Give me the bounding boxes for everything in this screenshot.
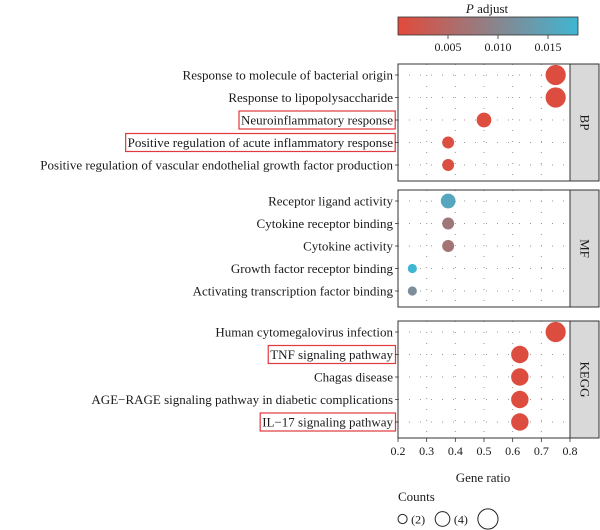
data-point [442,217,455,230]
panel-mf: Receptor ligand activity Cytokine recepto… [193,189,600,308]
data-point [476,112,492,128]
term-label: Cytokine receptor binding [257,216,394,231]
term-label: Response to molecule of bacterial origin [183,68,394,83]
data-point [442,136,455,149]
x-axis-title: Gene ratio [456,470,511,485]
color-legend-ticks: 0.005 0.010 0.015 [435,35,562,54]
term-label: Cytokine activity [303,239,393,254]
term-label: Activating transcription factor binding [193,284,394,299]
term-label: Neuroinflammatory response [241,113,393,128]
term-label: Chagas disease [314,370,393,385]
size-legend-entries: (2) (4) [397,508,499,530]
panel-grid [397,321,571,438]
term-label: IL−17 signaling pathway [262,415,393,430]
data-point [442,240,455,252]
x-tick-label: 0.4 [448,444,463,458]
x-tick-label: 0.5 [477,444,492,458]
x-axis: 0.2 0.3 0.4 0.5 0.6 0.7 0.8 [391,438,578,458]
color-legend-tick-label: 0.015 [535,40,562,54]
data-point [407,286,417,296]
panel-background [398,321,570,438]
data-point [545,321,566,343]
panel-grid [397,190,571,307]
data-point [545,87,566,108]
color-legend-title: P adjust [465,1,509,16]
data-point [511,390,529,409]
term-label: Receptor ligand activity [268,194,393,209]
data-point [511,413,529,431]
data-point [511,368,529,386]
facet-strip-label: MF [578,239,593,258]
x-tick-label: 0.8 [563,444,578,458]
data-point [511,345,529,364]
color-legend-bar [397,16,579,36]
facet-strip-label: BP [578,115,593,131]
x-tick-label: 0.2 [391,444,406,458]
facet-strip-label: KEGG [578,361,593,397]
panel-kegg: Human cytomegalovirus infection TNF signa… [91,320,600,439]
term-label: Positive regulation of acute inflammator… [128,135,394,150]
data-point [407,263,417,274]
term-label: Human cytomegalovirus infection [215,325,393,340]
color-legend: P adjust 0.005 0.010 0.015 [397,1,579,54]
color-legend-title-italic: P [465,1,474,16]
term-label: Response to lipopolysaccharide [228,90,393,105]
color-legend-tick-label: 0.010 [485,40,512,54]
data-point [440,193,456,209]
size-legend-circle [397,513,408,525]
facet-strip [569,189,600,308]
color-legend-tick-label: 0.005 [435,40,462,54]
facet-strip [569,63,600,182]
x-tick-label: 0.7 [534,444,549,458]
x-tick-label: 0.3 [419,444,434,458]
size-legend: Counts (2) (4) [397,489,499,530]
data-point [442,159,455,171]
color-legend-title-rest: adjust [474,1,509,16]
panel-background [398,190,570,307]
data-point [545,64,566,86]
panel-grid [397,64,571,181]
size-legend-label: (2) [411,513,425,527]
term-label: Growth factor receptor binding [231,261,394,276]
facet-strip [569,320,600,439]
term-label: TNF signaling pathway [270,347,393,362]
panel-bp: Response to molecule of bacterial origin… [40,63,600,182]
size-legend-circle [434,511,451,527]
size-legend-label: (4) [454,513,468,527]
x-tick-label: 0.6 [505,444,520,458]
facet-panels: Response to molecule of bacterial origin… [40,63,600,439]
size-legend-title: Counts [398,489,435,504]
term-label: AGE−RAGE signaling pathway in diabetic c… [91,392,393,407]
term-label: Positive regulation of vascular endothel… [40,158,393,173]
size-legend-circle [477,508,499,530]
